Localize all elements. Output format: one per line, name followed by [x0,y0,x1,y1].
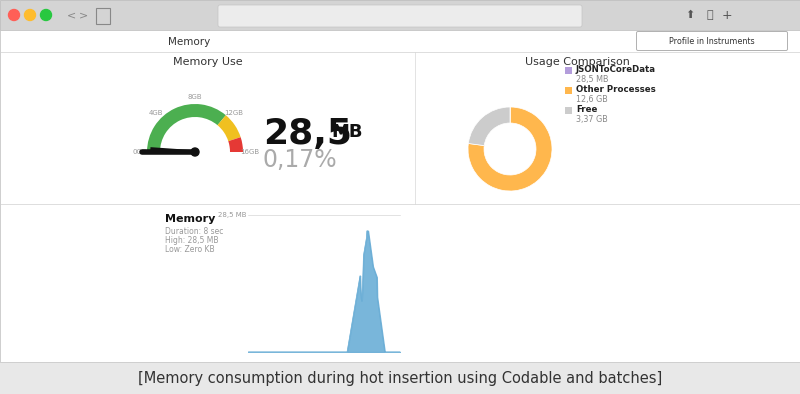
Text: 28,5: 28,5 [263,117,352,151]
Circle shape [191,148,199,156]
Circle shape [25,9,35,20]
Text: 0GB: 0GB [133,149,147,155]
Text: Duration: 8 sec: Duration: 8 sec [165,227,223,236]
Text: Profile in Instruments: Profile in Instruments [669,37,755,45]
Text: 12,6 GB: 12,6 GB [576,95,608,104]
Text: Free: Free [576,104,598,113]
Text: 4GB: 4GB [149,110,163,116]
Circle shape [41,9,51,20]
FancyBboxPatch shape [0,0,800,30]
Wedge shape [147,104,226,152]
Text: 12GB: 12GB [224,110,243,116]
Text: 8GB: 8GB [188,94,202,100]
Text: [Memory consumption during hot insertion using Codable and batches]: [Memory consumption during hot insertion… [138,370,662,385]
FancyBboxPatch shape [565,87,572,93]
Text: ⬆: ⬆ [686,10,694,20]
FancyBboxPatch shape [565,67,572,74]
Text: High: 28,5 MB: High: 28,5 MB [165,236,218,245]
Text: Other Processes: Other Processes [576,84,656,93]
Text: MB: MB [331,123,362,141]
Text: +: + [722,9,732,22]
Text: 28,5 MB: 28,5 MB [218,212,246,218]
FancyBboxPatch shape [637,32,787,50]
Text: 0,17%: 0,17% [263,148,338,172]
Circle shape [9,9,19,20]
Text: ⧉: ⧉ [706,10,714,20]
Text: 3,37 GB: 3,37 GB [576,115,608,123]
Wedge shape [228,137,243,152]
FancyBboxPatch shape [0,30,800,362]
FancyBboxPatch shape [565,106,572,113]
Text: JSONToCoreData: JSONToCoreData [576,65,656,74]
Text: >: > [79,10,89,20]
Text: Usage Comparison: Usage Comparison [525,57,630,67]
Text: 16GB: 16GB [241,149,259,155]
Text: 28,5 MB: 28,5 MB [576,74,609,84]
Wedge shape [468,107,510,146]
Text: Low: Zero KB: Low: Zero KB [165,245,214,254]
Text: Memory Use: Memory Use [173,57,242,67]
Text: Memory: Memory [165,214,215,224]
Text: Memory: Memory [168,37,210,47]
Wedge shape [468,107,552,191]
Wedge shape [218,115,241,141]
Text: <: < [67,10,77,20]
FancyBboxPatch shape [218,5,582,27]
